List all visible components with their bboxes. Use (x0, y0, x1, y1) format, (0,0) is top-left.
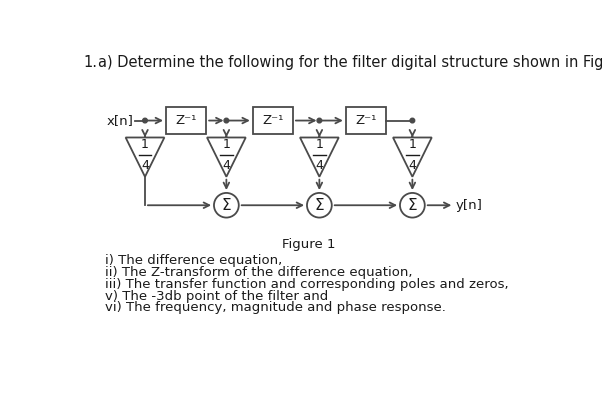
Text: Z⁻¹: Z⁻¹ (355, 114, 377, 127)
Text: Z⁻¹: Z⁻¹ (175, 114, 197, 127)
Bar (346, 107, 386, 134)
Text: ii) The Z-transform of the difference equation,: ii) The Z-transform of the difference eq… (105, 266, 412, 279)
Text: 4: 4 (408, 160, 417, 173)
Circle shape (224, 118, 229, 123)
Text: 1.: 1. (83, 55, 97, 70)
Text: Σ: Σ (315, 198, 324, 213)
Text: 4: 4 (222, 160, 231, 173)
Text: 4: 4 (141, 160, 149, 173)
Text: y[n]: y[n] (456, 199, 483, 212)
Text: Figure 1: Figure 1 (282, 238, 335, 251)
Text: v) The -3db point of the filter and: v) The -3db point of the filter and (105, 290, 328, 303)
Circle shape (410, 118, 415, 123)
Text: 1: 1 (315, 138, 323, 151)
Text: iii) The transfer function and corresponding poles and zeros,: iii) The transfer function and correspon… (105, 278, 508, 291)
Text: 1: 1 (222, 138, 231, 151)
Text: x[n]: x[n] (107, 114, 134, 127)
Circle shape (143, 118, 147, 123)
Circle shape (317, 118, 321, 123)
Text: Σ: Σ (222, 198, 231, 213)
Bar (166, 107, 206, 134)
Text: Σ: Σ (408, 198, 417, 213)
Text: 4: 4 (315, 160, 323, 173)
Text: 1: 1 (141, 138, 149, 151)
Text: a) Determine the following for the filter digital structure shown in Figure 1: a) Determine the following for the filte… (99, 55, 602, 70)
Text: i) The difference equation,: i) The difference equation, (105, 254, 282, 267)
Text: vi) The frequency, magnitude and phase response.: vi) The frequency, magnitude and phase r… (105, 301, 445, 314)
Bar (253, 107, 293, 134)
Text: 1: 1 (408, 138, 417, 151)
Text: Z⁻¹: Z⁻¹ (262, 114, 284, 127)
